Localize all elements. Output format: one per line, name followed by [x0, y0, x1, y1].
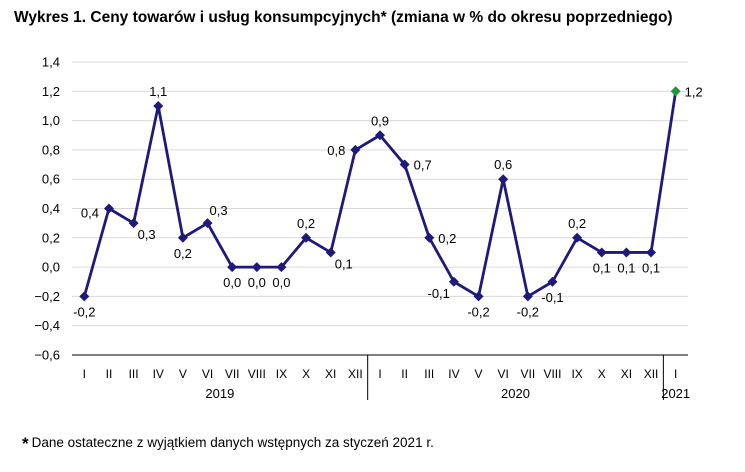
data-label: 1,1: [149, 84, 167, 99]
x-tick-label: X: [598, 367, 606, 381]
data-label: -0,2: [73, 304, 95, 319]
data-point-marker: [621, 247, 632, 258]
y-tick-label: −0,4: [34, 318, 60, 333]
x-group-label: 2021: [661, 386, 690, 401]
data-point-marker: [325, 247, 336, 258]
data-point-marker: [79, 291, 90, 302]
x-tick-label: VII: [521, 367, 536, 381]
footnote-text: Dane ostateczne z wyjątkiem danych wstęp…: [31, 435, 434, 450]
x-tick-label: V: [179, 367, 187, 381]
x-tick-label: IX: [276, 367, 287, 381]
x-axis: I II III IV V VI VII VIII IX X XI XII I II III IV V VI VII…: [72, 354, 690, 401]
data-point-marker: [251, 262, 262, 273]
gridlines: [72, 61, 688, 356]
series-line: [79, 86, 681, 302]
y-tick-label: 0,0: [42, 260, 60, 275]
data-point-marker: [103, 203, 114, 214]
footnote-marker: *: [22, 434, 29, 453]
data-point-marker: [399, 159, 410, 170]
x-tick-label: VIII: [543, 367, 561, 381]
data-point-marker: [473, 291, 484, 302]
data-point-marker: [227, 262, 238, 273]
data-label: 0,9: [371, 113, 389, 128]
x-tick-label: XI: [325, 367, 336, 381]
data-point-marker: [646, 247, 657, 258]
y-tick-label: 0,4: [42, 201, 60, 216]
x-tick-label: I: [378, 367, 381, 381]
y-tick-label: 1,2: [42, 84, 60, 99]
x-tick-label: VIII: [248, 367, 266, 381]
chart-title: Wykres 1. Ceny towarów i usług konsumpcy…: [14, 9, 673, 26]
data-point-marker: [522, 291, 533, 302]
y-tick-label: 0,2: [42, 230, 60, 245]
data-labels: -0,2 0,4 0,3 1,1 0,2 0,3 0,0 0,0 0,0 0,2 0,1 0,8 0,9…: [73, 84, 703, 319]
x-tick-label: III: [424, 367, 434, 381]
data-point-marker: [424, 232, 435, 243]
y-tick-label: 1,4: [42, 55, 60, 70]
y-tick-label: 0,8: [42, 142, 60, 157]
data-point-marker: [276, 262, 287, 273]
data-label: 0,3: [138, 227, 156, 242]
x-tick-label: II: [106, 367, 113, 381]
x-tick-label: IV: [448, 367, 459, 381]
data-label: 0,2: [297, 216, 315, 231]
data-point-marker: [670, 86, 681, 97]
y-tick-label: −0,6: [34, 348, 60, 363]
y-tick-label: 0,6: [42, 172, 60, 187]
x-group-label: 2020: [501, 386, 530, 401]
x-tick-label: II: [401, 367, 408, 381]
x-tick-label: I: [83, 367, 86, 381]
y-tick-label: −0,2: [34, 289, 60, 304]
data-label: -0,1: [428, 286, 450, 301]
x-tick-label: I: [674, 367, 677, 381]
data-label: 0,1: [642, 260, 660, 275]
x-tick-label: VII: [225, 367, 240, 381]
data-point-marker: [128, 218, 139, 229]
x-tick-label: IV: [153, 367, 164, 381]
x-tick-label: XII: [348, 367, 363, 381]
data-point-marker: [202, 218, 213, 229]
x-tick-label: V: [475, 367, 483, 381]
data-point-marker: [375, 130, 385, 141]
data-point-marker: [177, 232, 188, 243]
y-tick-label: 1,0: [42, 113, 60, 128]
data-label: 0,2: [568, 216, 586, 231]
data-label: 0,0: [272, 275, 290, 290]
data-label: 0,0: [223, 275, 241, 290]
x-tick-label: X: [302, 367, 310, 381]
data-point-marker: [448, 276, 459, 287]
data-label: 0,1: [593, 260, 611, 275]
x-tick-label: IX: [571, 367, 582, 381]
data-point-marker: [498, 174, 509, 185]
data-label: 0,3: [210, 203, 228, 218]
data-point-marker: [153, 100, 164, 111]
data-point-marker: [572, 232, 583, 243]
x-tick-label: III: [129, 367, 139, 381]
data-label: -0,2: [517, 304, 539, 319]
data-label: 0,2: [438, 231, 456, 246]
footnote: * Dane ostateczne z wyjątkiem danych wstę…: [22, 432, 434, 453]
x-tick-label: VI: [202, 367, 213, 381]
data-label: 0,1: [617, 260, 635, 275]
data-label: -0,2: [467, 304, 489, 319]
data-point-marker: [301, 232, 312, 243]
data-label: 0,1: [335, 256, 353, 271]
data-label: 0,0: [248, 275, 266, 290]
data-point-marker: [350, 144, 361, 155]
x-tick-label: XII: [644, 367, 659, 381]
data-label: 0,6: [494, 157, 512, 172]
data-label: 0,2: [174, 246, 192, 261]
y-axis-tick-labels: −0,6 −0,4 −0,2 0,0 0,2 0,4 0,6 0,8 1,0 1,2 1,4: [34, 55, 60, 363]
data-point-marker: [596, 247, 607, 258]
data-label: 0,4: [81, 206, 99, 221]
x-group-label: 2019: [205, 386, 234, 401]
x-tick-label: XI: [621, 367, 632, 381]
x-tick-label: VI: [498, 367, 509, 381]
data-label: -0,1: [541, 290, 563, 305]
data-point-marker: [547, 276, 558, 287]
data-label: 0,7: [414, 158, 432, 173]
data-label: 1,2: [685, 84, 703, 99]
data-label: 0,8: [327, 143, 345, 158]
